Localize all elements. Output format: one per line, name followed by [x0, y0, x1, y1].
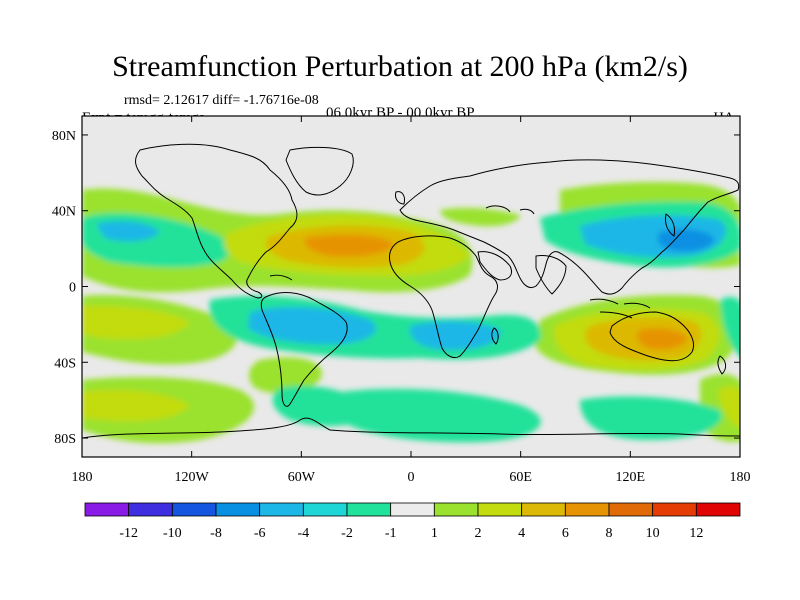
- colorbar-swatch: [390, 502, 435, 517]
- colorbar-swatch: [652, 502, 697, 517]
- colorbar-swatch: [477, 502, 523, 517]
- colorbar-swatch: [84, 502, 130, 517]
- australia-core-field: [637, 328, 688, 350]
- caribbean-outline: [269, 274, 293, 281]
- japan-outline: [665, 213, 675, 237]
- lon-tick-label: 60W: [288, 470, 316, 485]
- s-pacific-yellow-field: [82, 389, 190, 422]
- colorbar-label: 8: [606, 526, 613, 541]
- south-america-outline: [260, 292, 348, 407]
- new-zealand-outline: [717, 355, 727, 375]
- colorbar-swatch: [521, 502, 566, 517]
- uk-outline: [395, 191, 405, 205]
- lat-tick-label: 0: [69, 281, 76, 296]
- colorbar-swatch: [433, 502, 479, 517]
- colorbar-label: 10: [646, 526, 660, 541]
- lon-tick-label: 60E: [509, 470, 532, 485]
- s-africa-blue-field: [409, 321, 501, 350]
- colorbar: -12 -10 -8 -6 -4 -2 -1 1 2 4 6 8 10 12: [84, 502, 741, 541]
- colorbar-label: -6: [254, 526, 266, 541]
- colorbar-swatch: [215, 502, 261, 517]
- map-panel: [82, 116, 740, 457]
- colorbar-label: -8: [210, 526, 222, 541]
- colorbar-label: -10: [163, 526, 182, 541]
- latitude-axis: 80N 40N 0 40S 80S: [52, 129, 740, 447]
- colorbar-label: -12: [119, 526, 138, 541]
- lon-tick-label: 120W: [175, 470, 210, 485]
- africa-outline: [389, 235, 498, 359]
- arabia-outline: [477, 251, 513, 281]
- colorbar-swatch: [346, 502, 392, 517]
- arctic-band-field: [440, 207, 520, 227]
- na-blue-field: [96, 221, 160, 242]
- colorbar-swatch: [695, 502, 741, 517]
- colorbar-swatch: [259, 502, 304, 517]
- colorbar-swatch: [564, 502, 610, 517]
- lon-tick-label: 0: [408, 470, 415, 485]
- lat-tick-label: 40N: [52, 205, 76, 220]
- madagascar-outline: [491, 327, 499, 345]
- lat-tick-label: 40S: [54, 356, 76, 371]
- w-pacific-yellow-field: [82, 305, 190, 340]
- s-atlantic-band-field: [248, 357, 322, 394]
- n-atlantic-core-field: [304, 234, 395, 257]
- map-title: Streamfunction Perturbation at 200 hPa (…: [112, 50, 688, 83]
- arctic-islands-outline: [485, 205, 535, 215]
- lat-tick-label: 80S: [54, 432, 76, 447]
- s-america-blue-field: [248, 306, 376, 345]
- india-outline: [535, 255, 567, 295]
- continent-outlines: [82, 143, 740, 439]
- colorbar-swatch: [608, 502, 654, 517]
- colorbar-label: -1: [385, 526, 397, 541]
- contour-fields: [82, 182, 740, 444]
- colorbar-label: 4: [518, 526, 525, 541]
- colorbar-label: 2: [475, 526, 482, 541]
- colorbar-swatch: [171, 502, 217, 517]
- se-atlantic-yellow-field: [718, 385, 740, 429]
- antarctica-outline: [82, 417, 740, 439]
- colorbar-label: 12: [689, 526, 703, 541]
- rmsd-stats: rmsd= 2.12617 diff= -1.76716e-08: [124, 93, 319, 108]
- colorbar-label: 1: [431, 526, 438, 541]
- colorbar-swatch: [128, 502, 173, 517]
- lon-tick-label: 180: [72, 470, 93, 485]
- longitude-axis: 180 120W 60W 0 60E 120E 180: [72, 116, 751, 485]
- australia-outline: [609, 311, 695, 362]
- colorbar-swatch: [302, 502, 348, 517]
- colorbar-label: -2: [341, 526, 353, 541]
- s-pacific-cyan-field: [340, 388, 541, 443]
- greenland-outline: [285, 146, 354, 196]
- lat-tick-label: 80N: [52, 129, 76, 144]
- lon-tick-label: 180: [730, 470, 751, 485]
- colorbar-label: -4: [297, 526, 309, 541]
- lon-tick-label: 120E: [616, 470, 646, 485]
- s-ocean-cyan-field: [580, 396, 722, 440]
- indonesia-outline: [589, 298, 651, 319]
- ne-pacific-cyan-field: [720, 296, 740, 357]
- eurasia-outline: [399, 159, 740, 295]
- north-america-outline: [135, 143, 298, 299]
- colorbar-label: 6: [562, 526, 569, 541]
